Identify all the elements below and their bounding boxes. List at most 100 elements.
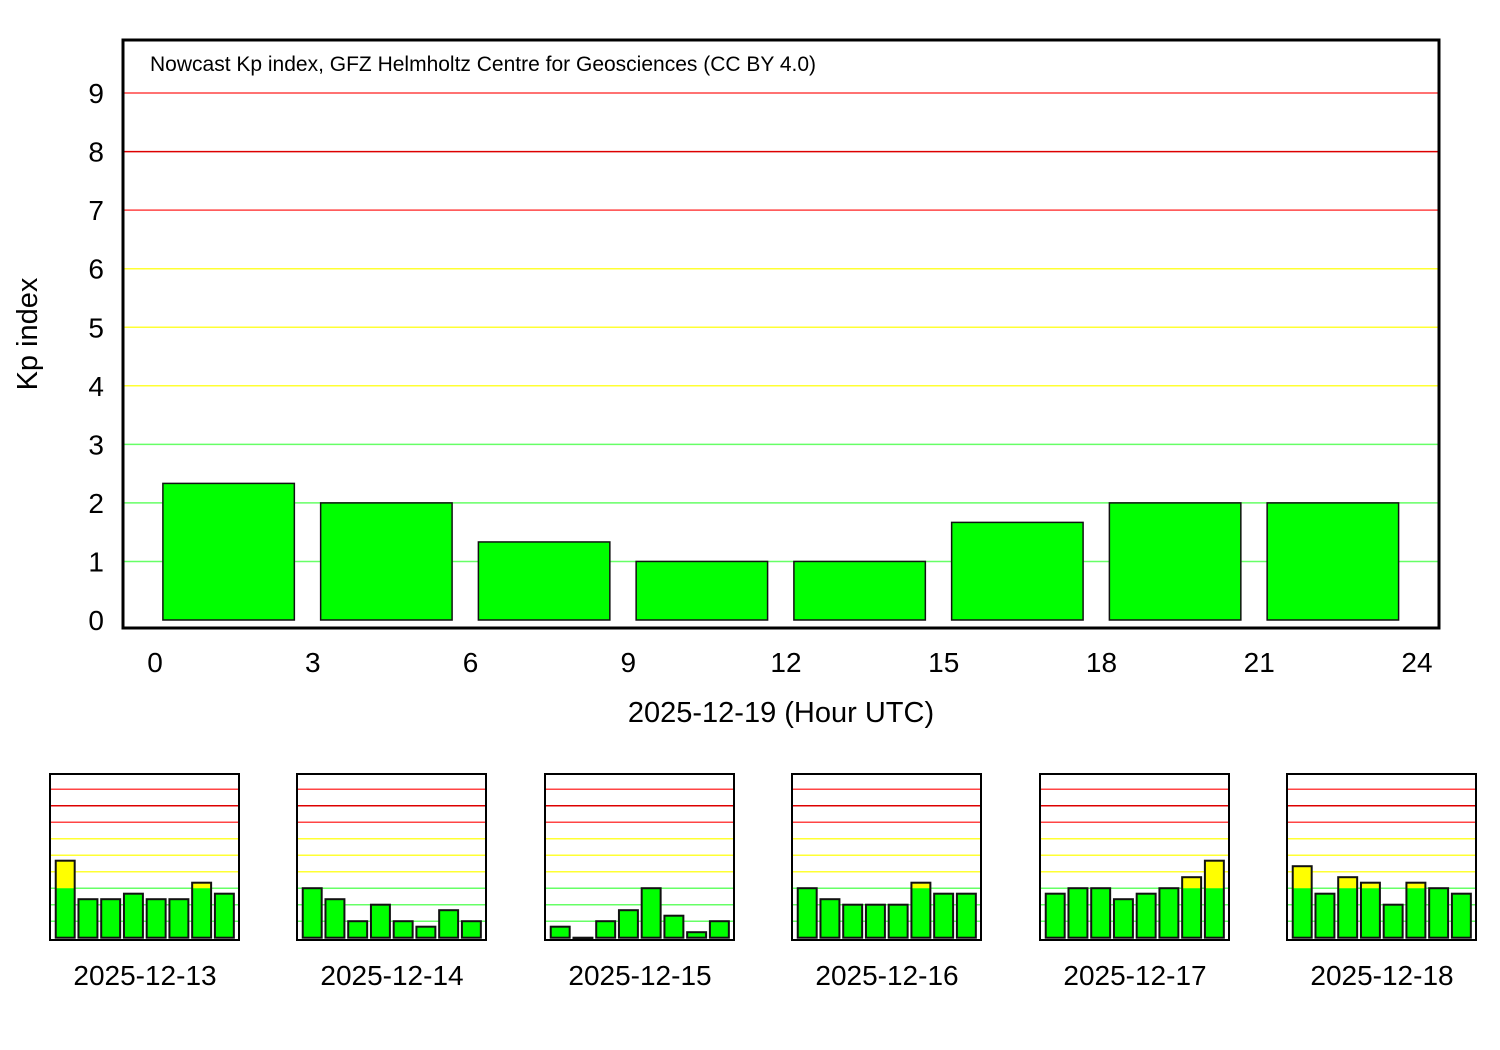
x-tick-label: 15 (928, 647, 959, 678)
bar-outline (1266, 502, 1400, 621)
bar-fill-quiet (793, 561, 926, 620)
daily-chart-2025-12-17: 2025-12-17 (1039, 773, 1230, 991)
bar-outline (301, 887, 323, 939)
daily-chart-label: 2025-12-14 (320, 960, 463, 991)
bar-fill-quiet (934, 893, 954, 938)
bar-outline (686, 931, 708, 939)
plot-frame (296, 773, 487, 941)
bar-fill-quiet (348, 921, 368, 938)
plot-frame (544, 773, 735, 941)
plot-frame (1039, 773, 1230, 941)
bar-06-09 (595, 920, 617, 939)
bar-fill-quiet (550, 926, 570, 938)
bar-09-12 (635, 560, 769, 621)
bar-outline (438, 909, 460, 939)
bar-fill-quiet (1451, 893, 1471, 938)
y-tick-label: 7 (88, 195, 104, 226)
bar-fill-quiet (1091, 888, 1111, 938)
bar-09-12 (864, 903, 886, 939)
bar-21-24 (1203, 859, 1225, 939)
bar-12-15 (145, 898, 167, 939)
x-tick-label: 6 (463, 647, 479, 678)
bar-00-03 (301, 887, 323, 939)
bar-fill-quiet (478, 541, 610, 620)
y-axis-label: Kp index (12, 277, 44, 390)
bar-fill-quiet (1338, 888, 1358, 938)
bar-fill-quiet (636, 561, 768, 620)
bar-outline (617, 909, 639, 939)
bar-fill-quiet (393, 921, 413, 938)
bar-09-12 (1112, 898, 1134, 939)
bar-21-24 (213, 892, 235, 939)
bar-fill-quiet (1136, 893, 1156, 938)
y-tick-label: 3 (88, 429, 104, 460)
bar-outline (708, 920, 730, 939)
x-tick-label: 21 (1244, 647, 1275, 678)
daily-chart-label: 2025-12-18 (1310, 960, 1453, 991)
bar-fill-quiet (641, 888, 661, 938)
bar-fill-quiet (951, 522, 1084, 620)
bar-fill-quiet (956, 893, 976, 938)
bar-outline (213, 892, 235, 939)
bar-fill-quiet (416, 926, 436, 938)
y-tick-label: 5 (88, 312, 104, 343)
daily-chart-label: 2025-12-17 (1063, 960, 1206, 991)
daily-chart-2025-12-15: 2025-12-15 (544, 773, 735, 991)
bar-03-06 (572, 936, 594, 940)
bar-fill-active (1182, 877, 1202, 889)
x-tick-label: 12 (770, 647, 801, 678)
bar-outline (168, 898, 190, 939)
bar-fill-active (192, 882, 212, 889)
bar-outline (1291, 865, 1313, 939)
bar-outline (122, 892, 144, 939)
bar-09-12 (1359, 881, 1381, 939)
bar-fill-quiet (1383, 904, 1403, 938)
bar-09-12 (617, 909, 639, 939)
bar-outline (324, 898, 346, 939)
bar-12-15 (392, 920, 414, 939)
bar-outline (77, 898, 99, 939)
bar-15-18 (415, 925, 437, 939)
bar-fill-active (1338, 877, 1358, 889)
bar-15-18 (663, 914, 685, 939)
x-tick-label: 24 (1401, 647, 1432, 678)
bar-outline (796, 887, 818, 939)
bar-18-21 (438, 909, 460, 939)
bar-outline (640, 887, 662, 939)
bar-fill-quiet (325, 899, 345, 938)
x-tick-label: 9 (620, 647, 636, 678)
bar-fill-quiet (461, 921, 481, 938)
bar-fill-quiet (865, 904, 885, 938)
plot-frame (791, 773, 982, 941)
y-tick-label: 9 (88, 78, 104, 109)
bar-outline (1090, 887, 1112, 939)
bar-fill-quiet (162, 483, 295, 620)
bar-18-21 (1108, 502, 1242, 621)
bar-00-03 (54, 859, 76, 939)
bar-outline (100, 898, 122, 939)
bar-12-15 (1382, 903, 1404, 939)
bar-outline (549, 925, 571, 939)
bar-outline (663, 914, 685, 939)
chart-title: Nowcast Kp index, GFZ Helmholtz Centre f… (150, 53, 816, 76)
bar-06-09 (347, 920, 369, 939)
bar-fill-quiet (911, 888, 931, 938)
bar-00-03 (1291, 865, 1313, 939)
daily-chart-label: 2025-12-13 (73, 960, 216, 991)
y-tick-label: 1 (88, 546, 104, 577)
bar-18-21 (686, 931, 708, 939)
bar-06-09 (477, 541, 611, 621)
bar-outline (842, 903, 864, 939)
bar-outline (162, 482, 296, 621)
bar-outline (1044, 892, 1066, 939)
bar-fill-quiet (78, 899, 98, 938)
bar-outline (1108, 502, 1242, 621)
bar-21-24 (1450, 892, 1472, 939)
bar-fill-active (1406, 882, 1426, 889)
daily-chart-2025-12-18: 2025-12-18 (1286, 773, 1477, 991)
bar-15-18 (910, 881, 932, 939)
bar-18-21 (933, 892, 955, 939)
bar-outline (950, 521, 1084, 621)
bar-outline (1158, 887, 1180, 939)
bar-outline (595, 920, 617, 939)
